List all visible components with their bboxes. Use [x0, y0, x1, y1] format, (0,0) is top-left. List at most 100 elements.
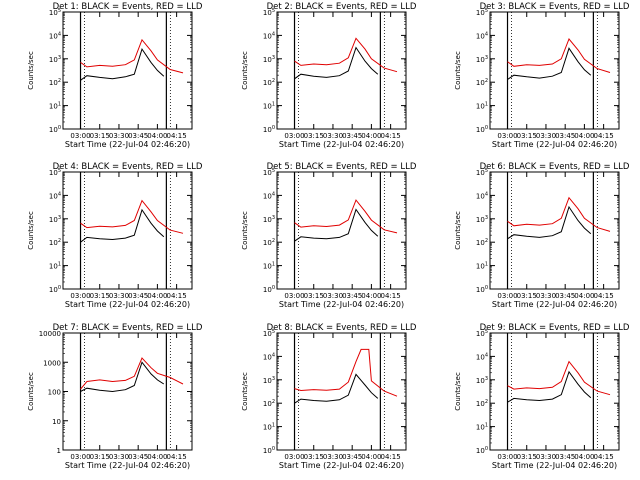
y-tick-label: 102 — [49, 238, 61, 247]
x-tick-label: 03:15 — [304, 132, 324, 140]
y-tick-label: 104 — [263, 191, 275, 200]
plot-frame — [62, 332, 193, 451]
x-tick-label: 04:15 — [167, 292, 187, 300]
lld-series-line — [507, 196, 611, 232]
x-tick-label: 04:00 — [147, 132, 167, 140]
x-tick-label: 03:30 — [109, 292, 129, 300]
y-tick-label: 102 — [49, 78, 61, 87]
x-tick-label: 04:00 — [361, 453, 381, 461]
events-series-line — [507, 205, 592, 240]
panel-title: Det 7: BLACK = Events, RED = LLD — [53, 323, 203, 333]
x-tick-label: 04:15 — [594, 292, 614, 300]
y-tick-label: 100 — [49, 125, 61, 134]
x-tick-label: 03:30 — [323, 453, 343, 461]
lld-series-line — [507, 360, 611, 396]
x-tick-label: 03:00 — [497, 453, 517, 461]
y-tick-label: 101 — [263, 102, 275, 111]
y-tick-label: 100 — [263, 125, 275, 134]
events-series-line — [80, 361, 165, 393]
y-tick-label: 103 — [263, 215, 275, 224]
panel-title: Det 5: BLACK = Events, RED = LLD — [267, 162, 417, 172]
x-tick-label: 04:00 — [574, 292, 594, 300]
y-axis-label: Counts/sec — [241, 211, 249, 250]
detector-panel-7: Det 7: BLACK = Events, RED = LLD 1 10 100 10… — [27, 323, 203, 470]
events-series-line — [507, 47, 592, 80]
x-tick-label: 04:15 — [594, 132, 614, 140]
panel-title: Det 8: BLACK = Events, RED = LLD — [267, 323, 417, 333]
y-tick-label: 105 — [263, 168, 275, 177]
x-tick-label: 04:00 — [361, 292, 381, 300]
x-tick-label: 03:15 — [304, 292, 324, 300]
x-tick-label: 03:45 — [128, 292, 148, 300]
plot-frame — [276, 171, 407, 290]
y-tick-label: 103 — [263, 376, 275, 385]
plot-frame — [276, 332, 407, 451]
y-axis-label: Counts/sec — [241, 51, 249, 90]
detector-panel-9: Det 9: BLACK = Events, RED = LLD 100 101 10… — [454, 323, 630, 470]
y-tick-label: 101 — [49, 262, 61, 271]
y-tick-label: 104 — [49, 191, 61, 200]
x-tick-label: 03:45 — [342, 132, 362, 140]
y-tick-label: 100 — [263, 446, 275, 455]
plot-frame — [62, 171, 193, 290]
events-series-line — [294, 208, 379, 242]
panel-title: Det 3: BLACK = Events, RED = LLD — [480, 2, 630, 12]
y-tick-label: 105 — [49, 8, 61, 17]
x-tick-label: 04:15 — [167, 453, 187, 461]
events-series-line — [80, 47, 165, 81]
y-axis-label: Counts/sec — [454, 51, 462, 90]
y-tick-label: 104 — [476, 352, 488, 361]
x-tick-label: 03:00 — [284, 292, 304, 300]
x-tick-label: 04:15 — [594, 453, 614, 461]
y-tick-label: 105 — [263, 329, 275, 338]
y-axis-label: Counts/sec — [454, 211, 462, 250]
x-tick-label: 03:30 — [323, 132, 343, 140]
y-tick-label: 104 — [263, 352, 275, 361]
x-tick-label: 03:30 — [109, 132, 129, 140]
y-tick-label: 102 — [476, 399, 488, 408]
panel-title: Det 4: BLACK = Events, RED = LLD — [53, 162, 203, 172]
x-axis-label: Start Time (22-Jul-04 02:46:20) — [65, 300, 190, 309]
x-tick-label: 03:00 — [70, 453, 90, 461]
x-tick-label: 04:00 — [574, 132, 594, 140]
y-tick-label: 10000 — [39, 330, 61, 338]
detector-panel-2: Det 2: BLACK = Events, RED = LLD 100 101 10… — [241, 2, 417, 149]
y-tick-label: 101 — [476, 262, 488, 271]
lld-series-line — [294, 348, 398, 397]
x-tick-label: 04:15 — [381, 453, 401, 461]
x-tick-label: 03:45 — [342, 292, 362, 300]
lld-series-line — [80, 38, 184, 74]
y-tick-label: 105 — [476, 168, 488, 177]
x-tick-label: 03:15 — [517, 453, 537, 461]
events-series-line — [80, 208, 165, 243]
detector-panel-5: Det 5: BLACK = Events, RED = LLD 100 101 10… — [241, 162, 417, 309]
y-tick-label: 102 — [476, 238, 488, 247]
y-tick-label: 1000 — [43, 359, 61, 367]
x-tick-label: 03:00 — [70, 132, 90, 140]
x-tick-label: 03:15 — [90, 132, 110, 140]
x-tick-label: 03:30 — [109, 453, 129, 461]
x-tick-label: 03:15 — [90, 453, 110, 461]
y-tick-label: 100 — [48, 389, 61, 397]
events-series-line — [294, 46, 379, 80]
x-tick-label: 03:30 — [536, 453, 556, 461]
x-axis-label: Start Time (22-Jul-04 02:46:20) — [492, 140, 617, 149]
x-tick-label: 04:00 — [574, 453, 594, 461]
x-tick-label: 03:45 — [342, 453, 362, 461]
y-tick-label: 102 — [476, 78, 488, 87]
y-tick-label: 103 — [49, 215, 61, 224]
y-tick-label: 103 — [263, 55, 275, 64]
detector-panel-1: Det 1: BLACK = Events, RED = LLD 100 101 10… — [27, 2, 203, 149]
y-axis-label: Counts/sec — [27, 372, 35, 411]
y-tick-label: 103 — [476, 55, 488, 64]
y-axis-label: Counts/sec — [454, 372, 462, 411]
x-axis-label: Start Time (22-Jul-04 02:46:20) — [65, 461, 190, 470]
lld-series-line — [507, 38, 611, 73]
x-tick-label: 03:15 — [517, 132, 537, 140]
y-tick-label: 105 — [476, 8, 488, 17]
x-axis-label: Start Time (22-Jul-04 02:46:20) — [279, 140, 404, 149]
detector-panel-4: Det 4: BLACK = Events, RED = LLD 100 101 10… — [27, 162, 203, 309]
x-tick-label: 03:15 — [517, 292, 537, 300]
y-tick-label: 104 — [263, 31, 275, 40]
y-tick-label: 102 — [263, 238, 275, 247]
